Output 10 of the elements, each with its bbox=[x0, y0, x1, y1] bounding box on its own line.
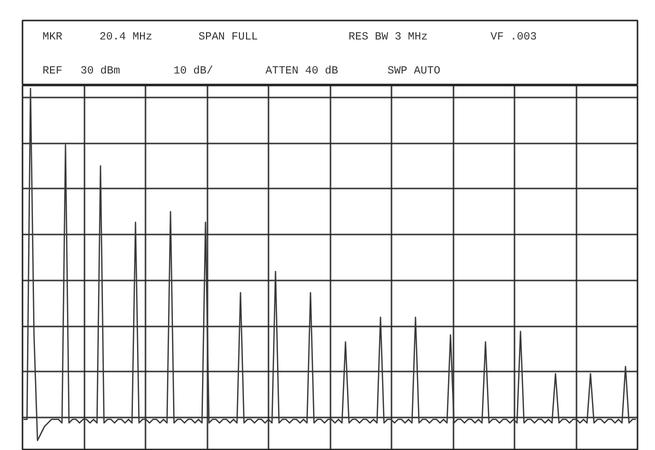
text: 20.4 MHz bbox=[100, 32, 152, 44]
text: VF .003 bbox=[490, 32, 537, 44]
text: MKR bbox=[42, 32, 63, 44]
text: ATTEN 40 dB bbox=[266, 66, 339, 78]
text: 30 dBm bbox=[80, 66, 121, 78]
text: SPAN FULL bbox=[198, 32, 258, 44]
text: REF bbox=[42, 66, 62, 78]
text: SWP AUTO bbox=[388, 66, 441, 78]
text: 10 dB/ bbox=[174, 66, 214, 78]
text: RES BW 3 MHz bbox=[348, 32, 428, 44]
